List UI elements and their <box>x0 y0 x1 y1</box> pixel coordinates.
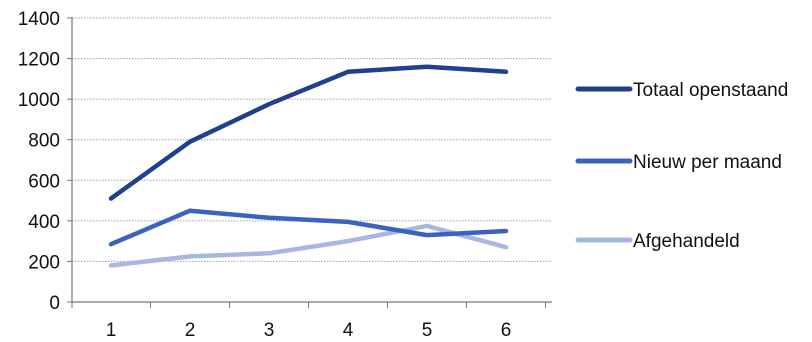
x-tick-label: 6 <box>501 320 512 341</box>
series-line-totaal-openstaand <box>108 64 509 201</box>
y-axis-tick-labels: 0 200 400 600 800 1000 1200 1400 <box>18 9 60 314</box>
series-lines <box>108 64 509 268</box>
series-line-nieuw-per-maand <box>108 208 509 247</box>
y-tick-label: 0 <box>49 293 60 314</box>
x-axis-tick-labels: 1 2 3 4 5 6 <box>106 320 512 341</box>
x-tick-label: 3 <box>264 320 275 341</box>
x-tick-label: 4 <box>343 320 354 341</box>
legend-label-afgehandeld: Afgehandeld <box>633 231 740 252</box>
series-line-afgehandeld <box>108 223 509 268</box>
y-tick-label: 600 <box>28 171 60 192</box>
y-tick-label: 400 <box>28 212 60 233</box>
y-tick-label: 1400 <box>18 9 60 30</box>
legend-label-nieuw-per-maand: Nieuw per maand <box>633 152 782 173</box>
x-tick-label: 5 <box>422 320 433 341</box>
axes <box>67 17 552 308</box>
y-tick-label: 800 <box>28 131 60 152</box>
x-tick-label: 1 <box>106 320 117 341</box>
gridlines <box>72 17 552 262</box>
legend-label-totaal-openstaand: Totaal openstaand <box>633 80 788 101</box>
y-tick-label: 1000 <box>18 90 60 111</box>
y-tick-label: 200 <box>28 252 60 273</box>
legend: Totaal openstaand Nieuw per maand Afgehand… <box>575 80 788 252</box>
y-tick-label: 1200 <box>18 50 60 71</box>
x-tick-label: 2 <box>185 320 196 341</box>
